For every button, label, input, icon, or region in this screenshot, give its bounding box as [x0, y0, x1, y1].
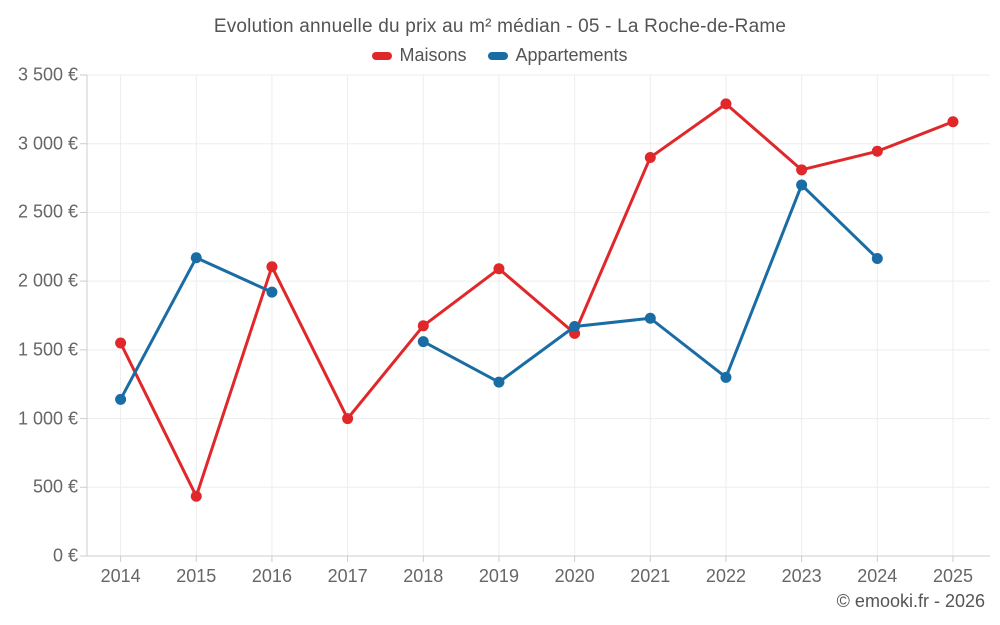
y-axis-tick-label: 2 000 €: [17, 270, 78, 291]
data-point-appartements-2015[interactable]: [190, 252, 202, 264]
data-point-maisons-2016[interactable]: [266, 261, 278, 273]
x-axis-tick-label: 2025: [932, 566, 973, 586]
y-axis-tick-label: 2 500 €: [17, 201, 78, 222]
data-point-appartements-2018[interactable]: [417, 336, 429, 348]
data-point-appartements-2021[interactable]: [644, 312, 656, 324]
x-axis-tick-label: 2017: [327, 566, 368, 586]
data-point-maisons-2018[interactable]: [417, 320, 429, 332]
x-axis-tick-label: 2018: [403, 566, 444, 586]
x-axis-tick-label: 2024: [857, 566, 898, 586]
y-axis-tick-label: 1 000 €: [17, 408, 78, 429]
x-axis-tick-label: 2014: [100, 566, 141, 586]
series-line-maisons: [119, 102, 955, 498]
data-point-appartements-2024[interactable]: [871, 252, 883, 264]
x-axis-tick-label: 2022: [705, 566, 746, 586]
data-point-appartements-2016[interactable]: [266, 286, 278, 298]
maisons-series-swatch-icon: [372, 51, 393, 60]
data-point-appartements-2019[interactable]: [493, 376, 505, 388]
x-axis-tick-label: 2019: [478, 566, 519, 586]
x-axis-tick-label: 2020: [554, 566, 595, 586]
chart-title: Evolution annuelle du prix au m² médian …: [213, 16, 787, 37]
legend-label-maisons: Maisons: [399, 45, 467, 65]
data-point-maisons-2024[interactable]: [871, 145, 883, 157]
y-axis-tick-label: 500 €: [32, 476, 78, 497]
data-point-maisons-2023[interactable]: [796, 164, 808, 176]
data-point-appartements-2020[interactable]: [569, 320, 581, 332]
appartements-series-swatch-icon: [488, 51, 509, 60]
y-axis-tick-label: 3 500 €: [17, 64, 78, 85]
chart-footer: © emooki.fr - 2026: [836, 591, 985, 611]
y-axis-tick-label: 1 500 €: [17, 339, 78, 360]
x-axis-tick-label: 2015: [176, 566, 217, 586]
y-axis-tick-label: 3 000 €: [17, 133, 78, 154]
data-point-maisons-2019[interactable]: [493, 263, 505, 275]
data-point-appartements-2022[interactable]: [720, 371, 732, 383]
data-point-maisons-2022[interactable]: [720, 98, 732, 110]
x-axis-tick-label: 2021: [630, 566, 671, 586]
legend-item-maisons[interactable]: Maisons: [372, 45, 466, 66]
legend-label-appartements: Appartements: [515, 45, 628, 65]
data-point-maisons-2025[interactable]: [947, 116, 959, 128]
data-point-maisons-2017[interactable]: [342, 413, 354, 425]
data-point-appartements-2023[interactable]: [796, 179, 808, 191]
data-point-maisons-2021[interactable]: [644, 151, 656, 163]
x-axis-tick-label: 2023: [781, 566, 822, 586]
data-point-appartements-2014[interactable]: [115, 393, 127, 405]
legend: Maisons Appartements: [0, 45, 1000, 66]
y-axis-tick-label: 0 €: [52, 545, 78, 566]
data-point-maisons-2014[interactable]: [115, 337, 127, 349]
data-point-maisons-2015[interactable]: [190, 490, 202, 502]
x-axis-tick-label: 2016: [251, 566, 292, 586]
legend-item-appartements[interactable]: Appartements: [488, 45, 628, 66]
